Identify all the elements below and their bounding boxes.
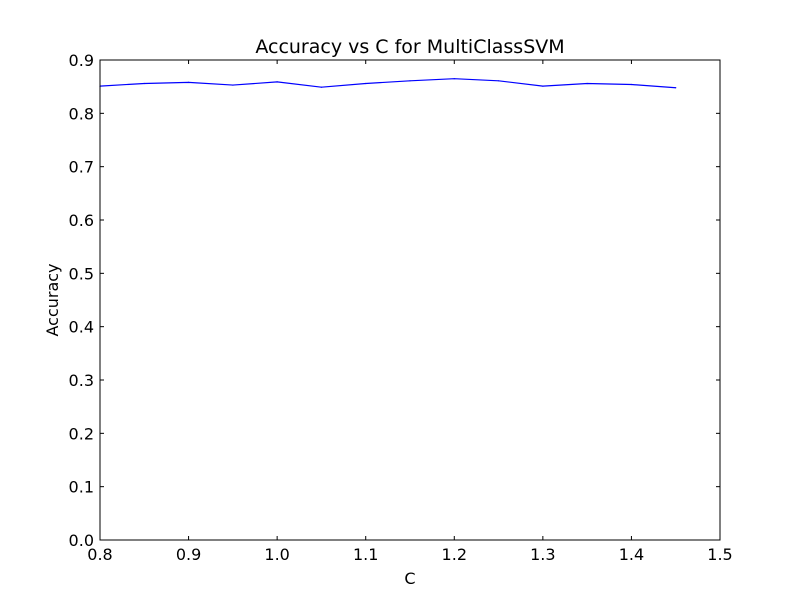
y-tick-label: 0.0 (69, 531, 94, 550)
data-point (586, 82, 588, 85)
data-point (320, 86, 323, 88)
x-axis-ticks: 0.8 0.9 1.0 1.1 1.2 1.3 1.4 1.5 (87, 60, 733, 564)
series-line-0 (99, 78, 676, 89)
x-tick-label: 1.5 (707, 545, 732, 564)
y-axis-label: Accuracy (43, 263, 62, 336)
y-tick-label: 0.2 (69, 424, 94, 443)
data-point (630, 83, 633, 86)
x-tick-label: 1.0 (264, 545, 289, 564)
y-axis-ticks: 0.0 0.1 0.2 0.3 0.4 0.5 0.6 0.7 0.8 0.9 (69, 51, 720, 550)
x-tick-label: 1.1 (353, 545, 378, 564)
data-point (365, 82, 367, 85)
data-point (453, 78, 455, 80)
data-point (232, 84, 234, 86)
x-tick-label: 1.2 (442, 545, 467, 564)
data-point (276, 81, 278, 83)
data-point (542, 85, 544, 87)
data-point (497, 80, 500, 82)
y-tick-label: 0.3 (69, 371, 94, 390)
plot-area-frame (99, 59, 721, 541)
chart-title: Accuracy vs C for MultiClassSVM (255, 36, 564, 58)
y-tick-label: 0.1 (69, 478, 94, 497)
series-layer (99, 78, 677, 89)
y-tick-label: 0.6 (69, 211, 94, 230)
y-tick-label: 0.7 (69, 158, 94, 177)
x-tick-label: 0.8 (87, 545, 112, 564)
data-point (143, 82, 145, 85)
x-tick-label: 1.4 (619, 545, 644, 564)
y-tick-label: 0.5 (69, 264, 94, 283)
x-tick-label: 1.3 (530, 545, 555, 564)
x-axis-label: C (404, 569, 415, 588)
data-point (675, 87, 677, 89)
y-tick-label: 0.4 (69, 318, 94, 337)
y-tick-label: 0.8 (69, 104, 94, 123)
data-point (409, 80, 411, 82)
y-tick-label: 0.9 (69, 51, 94, 70)
data-point (187, 81, 190, 83)
x-tick-label: 0.9 (176, 545, 201, 564)
